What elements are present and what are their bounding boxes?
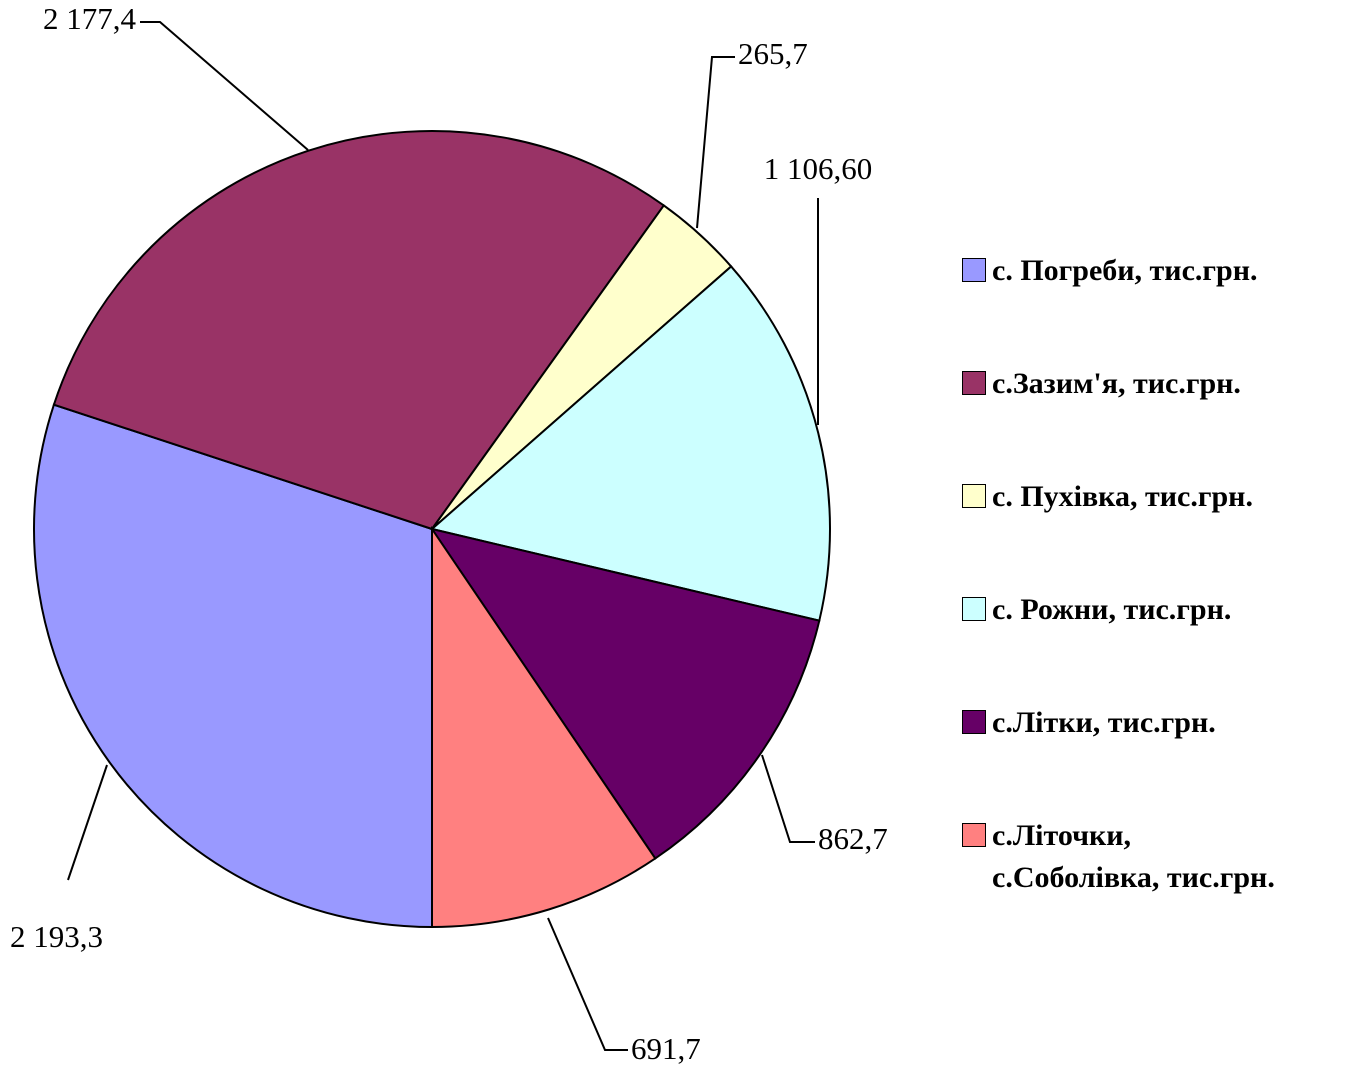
legend-label: с.Літочки, с.Соболівка, тис.грн. (992, 819, 1275, 894)
leader-line (547, 917, 628, 1051)
leader-line (67, 764, 108, 881)
legend: с. Погреби, тис.грн. с.Зазим'я, тис.грн. с… (962, 250, 1275, 928)
legend-label: с.Літки, тис.грн. (992, 706, 1216, 739)
legend-swatch (962, 823, 986, 847)
data-label: 691,7 (631, 1031, 701, 1066)
legend-label: с. Пухівка, тис.грн. (992, 480, 1253, 513)
legend-item: с.Зазим'я, тис.грн. (962, 363, 1275, 476)
legend-item: с.Літки, тис.грн. (962, 702, 1275, 815)
leader-line (696, 56, 735, 229)
legend-item: с. Пухівка, тис.грн. (962, 476, 1275, 589)
legend-swatch (962, 371, 986, 395)
leader-line (140, 21, 309, 151)
data-label: 2 177,4 (43, 1, 137, 36)
leader-line (761, 754, 815, 843)
legend-item: с. Погреби, тис.грн. (962, 250, 1275, 363)
legend-swatch (962, 258, 986, 282)
legend-item: с. Рожни, тис.грн. (962, 589, 1275, 702)
pie-slice (33, 403, 433, 929)
pie-slice (429, 527, 821, 860)
data-label: 862,7 (818, 821, 888, 856)
pie-slice (429, 265, 831, 622)
data-label: 2 193,3 (10, 919, 103, 954)
pie-slice (431, 525, 657, 929)
legend-item: с.Літочки, с.Соболівка, тис.грн. (962, 815, 1275, 928)
pie-slice (52, 130, 666, 531)
legend-label: с. Погреби, тис.грн. (992, 254, 1258, 287)
legend-label: с. Рожни, тис.грн. (992, 593, 1232, 626)
data-label: 1 106,60 (764, 151, 873, 186)
legend-swatch (962, 710, 986, 734)
legend-swatch (962, 484, 986, 508)
legend-swatch (962, 597, 986, 621)
data-label: 265,7 (738, 36, 808, 71)
legend-label: с.Зазим'я, тис.грн. (992, 367, 1241, 400)
